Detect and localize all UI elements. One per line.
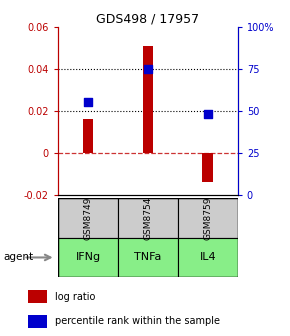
Bar	[178, 238, 238, 277]
Bar	[58, 198, 118, 238]
Bar	[142, 46, 153, 153]
Bar	[118, 238, 178, 277]
Text: GSM8754: GSM8754	[143, 196, 153, 240]
Text: percentile rank within the sample: percentile rank within the sample	[55, 317, 220, 326]
Bar	[83, 119, 93, 153]
Text: TNFa: TNFa	[134, 252, 162, 262]
Title: GDS498 / 17957: GDS498 / 17957	[96, 13, 200, 26]
Text: IL4: IL4	[200, 252, 216, 262]
Point	[146, 66, 150, 72]
Text: IFNg: IFNg	[75, 252, 101, 262]
Bar	[28, 315, 47, 328]
Point	[86, 100, 90, 105]
Text: GSM8759: GSM8759	[203, 196, 212, 240]
Text: agent: agent	[3, 252, 33, 262]
Point	[206, 112, 210, 117]
Bar	[202, 153, 213, 182]
Bar	[28, 290, 47, 303]
Bar	[118, 198, 178, 238]
Text: GSM8749: GSM8749	[84, 196, 93, 240]
Bar	[58, 238, 118, 277]
Bar	[178, 198, 238, 238]
Text: log ratio: log ratio	[55, 292, 95, 302]
